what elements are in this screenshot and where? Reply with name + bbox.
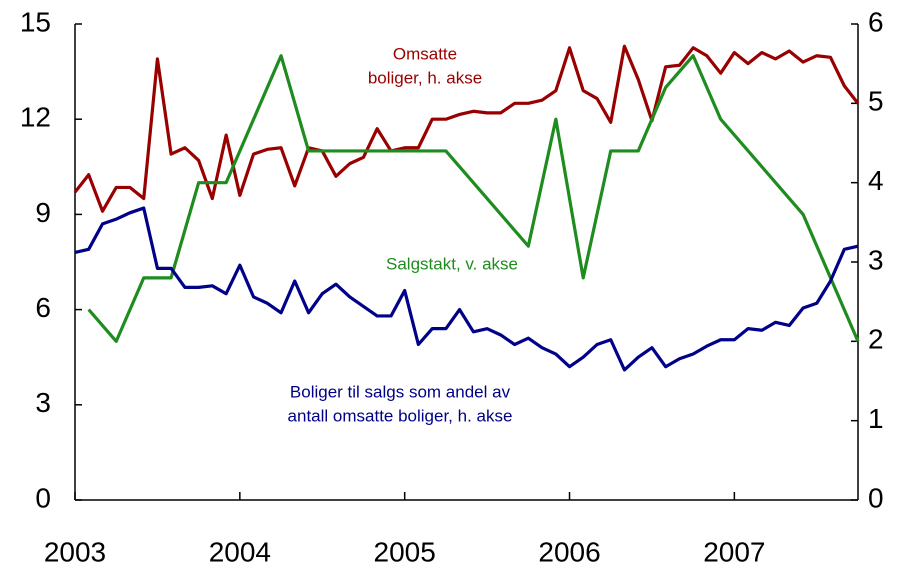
series-annotation: Boliger til salgs som andel av [290,382,511,401]
x-tick-label: 2005 [374,536,436,567]
series-annotation: Omsatte [393,44,457,63]
y2-tick-label: 0 [868,482,884,513]
y2-tick-label: 2 [868,324,884,355]
series-annotation: Salgstakt, v. akse [386,254,518,273]
x-tick-label: 2006 [538,536,600,567]
series-line [87,54,860,343]
y-tick-label: 6 [35,292,51,323]
y2-tick-label: 5 [868,86,884,117]
series-line [73,44,860,213]
x-tick-label: 2007 [703,536,765,567]
y2-tick-label: 4 [868,165,884,196]
series-line [74,206,859,372]
series-annotation: boliger, h. akse [368,68,482,87]
y-tick-label: 15 [20,6,51,37]
y-tick-label: 0 [35,482,51,513]
x-tick-label: 2003 [44,536,106,567]
x-tick-label: 2004 [209,536,271,567]
y-tick-label: 9 [35,197,51,228]
y2-tick-label: 1 [868,403,884,434]
y-tick-label: 12 [20,102,51,133]
y2-tick-label: 3 [868,244,884,275]
series-annotation: antall omsatte boliger, h. akse [288,406,513,425]
y2-tick-label: 6 [868,6,884,37]
y-tick-label: 3 [35,387,51,418]
